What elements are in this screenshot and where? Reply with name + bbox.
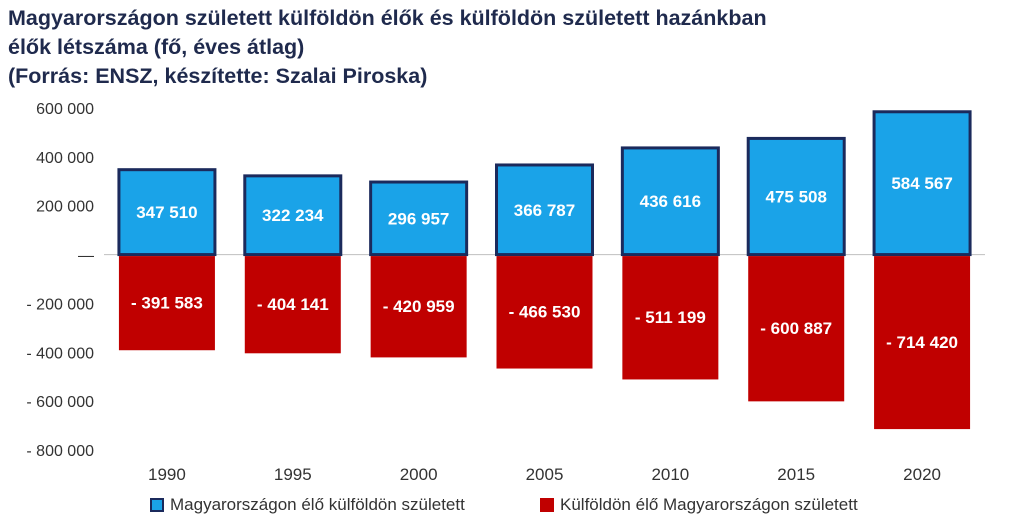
data-label-positive: 296 957 (388, 209, 449, 228)
y-tick-label: 400 000 (36, 150, 94, 167)
legend-swatch-negative (540, 498, 554, 512)
data-label-positive: 436 616 (640, 192, 701, 211)
chart-title-line-2: élők létszáma (fő, éves átlag) (8, 35, 305, 59)
data-label-negative: - 600 887 (760, 319, 832, 338)
bar-positive (746, 136, 846, 257)
data-label-positive: 322 234 (262, 206, 324, 225)
y-tick-label: - 400 000 (26, 345, 94, 362)
y-tick-label: - 800 000 (26, 443, 94, 460)
x-tick-label: 1990 (148, 465, 186, 484)
bar-negative (244, 256, 341, 354)
bar-negative (748, 256, 845, 402)
bar-positive (872, 110, 972, 257)
bar-negative (370, 256, 467, 358)
y-tick-label: 600 000 (36, 101, 94, 118)
chart-title-line-3: (Forrás: ENSZ, készítette: Szalai Pirosk… (8, 64, 428, 88)
x-tick-label: 2010 (651, 465, 689, 484)
data-label-negative: - 511 199 (635, 308, 706, 327)
legend-swatch-positive (150, 498, 164, 512)
bar-positive (117, 168, 217, 257)
y-tick-label: 200 000 (36, 199, 94, 216)
legend-item-positive: Magyarországon élő külföldön született (150, 490, 465, 520)
bar-positive (369, 180, 469, 257)
data-label-positive: 584 567 (891, 174, 952, 193)
x-tick-label: 1995 (274, 465, 312, 484)
data-label-positive: 366 787 (514, 201, 575, 220)
bar-negative (496, 256, 593, 369)
data-label-negative: - 714 420 (886, 333, 958, 352)
legend-item-negative: Külföldön élő Magyarországon született (540, 490, 858, 520)
chart-title: Magyarországon született külföldön élők … (8, 4, 1008, 91)
data-label-negative: - 466 530 (509, 303, 581, 322)
data-label-negative: - 391 583 (131, 293, 203, 312)
legend-label-positive: Magyarországon élő külföldön született (170, 495, 465, 514)
chart-legend: Magyarországon élő külföldön született K… (0, 490, 1024, 520)
chart-title-line-1: Magyarországon született külföldön élők … (8, 6, 767, 30)
y-tick-label: - 600 000 (26, 394, 94, 411)
bar-negative (118, 256, 215, 351)
x-tick-label: 2005 (526, 465, 564, 484)
data-label-positive: 347 510 (136, 203, 197, 222)
bar-negative (622, 256, 719, 380)
legend-label-negative: Külföldön élő Magyarországon született (560, 495, 858, 514)
y-tick-label: - 200 000 (26, 296, 94, 313)
bar-negative (874, 256, 971, 430)
x-tick-label: 2020 (903, 465, 941, 484)
bar-positive (243, 174, 343, 257)
x-tick-label: 2015 (777, 465, 815, 484)
data-label-negative: - 404 141 (257, 295, 329, 314)
data-label-negative: - 420 959 (383, 297, 455, 316)
y-tick-label: — (78, 248, 94, 265)
x-tick-label: 2000 (400, 465, 438, 484)
bar-positive (495, 163, 594, 257)
bar-positive (620, 146, 720, 257)
data-label-positive: 475 508 (765, 187, 826, 206)
